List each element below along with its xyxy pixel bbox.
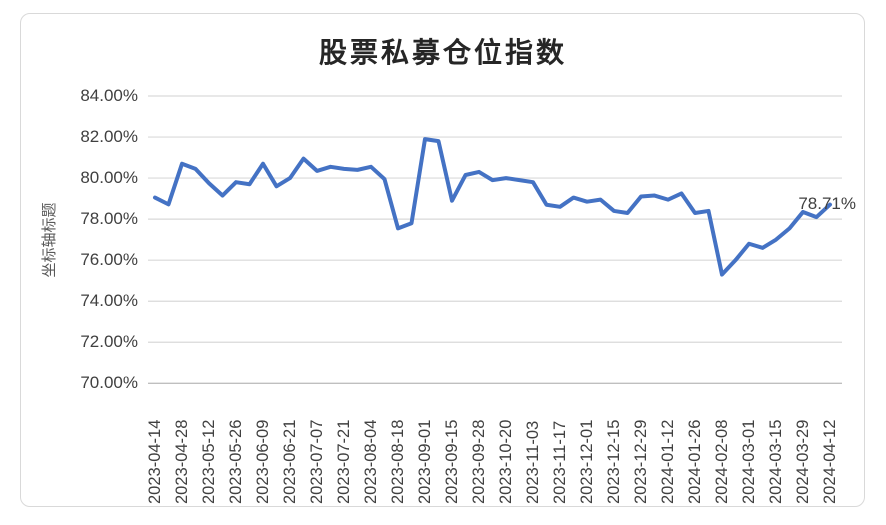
last-point-data-label: 78.71%	[798, 194, 856, 213]
y-tick-label: 78.00%	[80, 209, 138, 229]
y-tick-label: 74.00%	[80, 291, 138, 311]
x-tick-label: 2023-09-01	[415, 419, 434, 504]
y-tick-label: 84.00%	[80, 86, 138, 105]
y-tick-label: 76.00%	[80, 250, 138, 270]
x-tick-label: 2023-11-03	[523, 420, 542, 504]
data-series-line	[153, 137, 832, 277]
x-tick-label: 2024-03-01	[739, 419, 758, 504]
x-tick-label: 2023-09-15	[442, 419, 461, 504]
x-tick-label: 2023-08-04	[361, 419, 380, 504]
x-tick-label: 2023-07-07	[307, 419, 326, 504]
x-tick-label: 2024-02-08	[712, 419, 731, 504]
x-tick-label: 2023-05-26	[226, 419, 245, 504]
x-tick-label: 2023-06-21	[280, 419, 299, 504]
chart-title: 股票私募仓位指数	[318, 38, 567, 69]
x-tick-label: 2023-12-29	[631, 419, 650, 504]
x-tick-label: 2024-01-12	[658, 419, 677, 504]
x-tick-label: 2023-11-17	[550, 420, 569, 504]
x-tick-label: 2024-01-26	[685, 419, 704, 504]
x-tick-label: 2023-08-18	[388, 419, 407, 504]
y-tick-label: 80.00%	[80, 168, 138, 188]
x-tick-label: 2024-04-12	[820, 419, 839, 504]
y-tick-label: 72.00%	[80, 332, 138, 352]
x-tick-label: 2023-07-21	[334, 419, 353, 504]
x-tick-label: 2023-09-28	[469, 419, 488, 504]
y-axis-title: 坐标轴标题	[41, 202, 58, 278]
x-tick-label: 2023-05-12	[199, 419, 218, 504]
x-tick-label: 2023-04-14	[145, 419, 164, 504]
x-tick-label: 2024-03-15	[766, 419, 785, 504]
x-tick-label: 2023-12-15	[604, 419, 623, 504]
x-tick-label: 2023-06-09	[253, 419, 272, 504]
y-tick-label: 82.00%	[80, 127, 138, 147]
x-tick-label: 2023-12-01	[577, 419, 596, 504]
x-tick-label: 2023-04-28	[172, 419, 191, 504]
x-tick-label: 2023-10-20	[496, 419, 515, 504]
y-tick-label: 70.00%	[80, 373, 138, 393]
x-tick-label: 2024-03-29	[793, 419, 812, 504]
